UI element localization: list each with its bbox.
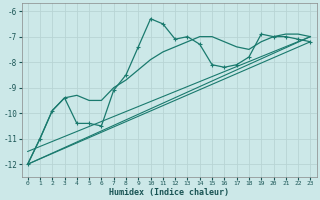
X-axis label: Humidex (Indice chaleur): Humidex (Indice chaleur) — [109, 188, 229, 197]
